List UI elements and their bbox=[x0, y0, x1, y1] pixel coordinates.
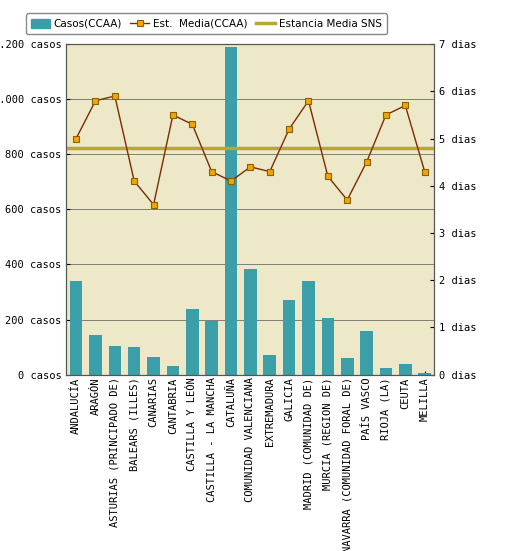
Bar bbox=[264, 355, 276, 375]
Bar bbox=[89, 335, 102, 375]
Bar bbox=[302, 281, 315, 375]
Bar bbox=[360, 331, 373, 375]
Bar bbox=[283, 300, 295, 375]
Bar bbox=[419, 374, 431, 375]
Bar bbox=[186, 309, 199, 375]
Bar bbox=[321, 318, 334, 375]
Legend: Casos(CCAA), Est.  Media(CCAA), Estancia Media SNS: Casos(CCAA), Est. Media(CCAA), Estancia … bbox=[26, 13, 387, 34]
Bar bbox=[341, 358, 354, 375]
Bar bbox=[147, 357, 160, 375]
Bar bbox=[225, 47, 237, 375]
Bar bbox=[205, 321, 218, 375]
Bar bbox=[167, 366, 179, 375]
Bar bbox=[70, 281, 82, 375]
Bar bbox=[244, 269, 257, 375]
Bar bbox=[399, 364, 411, 375]
Bar bbox=[108, 346, 121, 375]
Bar bbox=[128, 347, 141, 375]
Bar bbox=[380, 368, 392, 375]
